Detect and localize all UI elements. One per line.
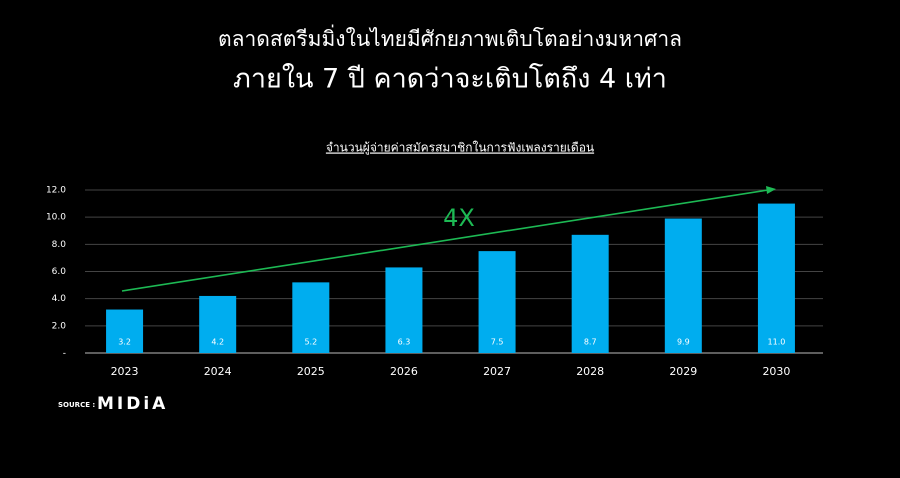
y-tick-label: -	[63, 349, 66, 359]
bar	[199, 295, 237, 353]
x-tick-label: 2026	[390, 365, 418, 378]
y-tick-label: 12.0	[46, 186, 66, 196]
trend-arrow	[121, 189, 769, 292]
x-tick-label: 2025	[297, 365, 325, 378]
x-tick-label: 2023	[111, 365, 139, 378]
chart-caption: จำนวนผู้จ่ายค่าสมัครสมาชิกในการฟังเพลงรา…	[326, 141, 594, 156]
x-tick-label: 2029	[669, 365, 697, 378]
bar	[292, 282, 330, 353]
x-tick-label: 2028	[576, 365, 604, 378]
x-tick-label: 2030	[762, 365, 790, 378]
title: ตลาดสตรีมมิ่งในไทยมีศักยภาพเติบโตอย่างมห…	[218, 24, 682, 51]
y-tick-label: 8.0	[52, 240, 67, 250]
bar	[664, 218, 702, 353]
y-tick-label: 2.0	[52, 321, 67, 331]
value-label: 5.2	[304, 338, 317, 347]
value-label: 7.5	[491, 338, 504, 347]
x-tick-label: 2027	[483, 365, 511, 378]
arrow-head	[766, 186, 776, 194]
annotation: 4X	[443, 204, 475, 232]
subtitle: ภายใน 7 ปี คาดว่าจะเติบโตถึง 4 เท่า	[233, 63, 667, 95]
bar	[106, 309, 144, 353]
y-tick-label: 4.0	[52, 294, 67, 304]
bar	[385, 267, 423, 353]
source-name: MIDiA	[97, 394, 168, 414]
bar	[757, 203, 795, 353]
value-label: 8.7	[584, 338, 597, 347]
bar	[478, 251, 516, 353]
value-label: 11.0	[768, 338, 786, 347]
y-tick-label: 6.0	[52, 267, 67, 277]
x-tick-label: 2024	[204, 365, 232, 378]
value-label: 3.2	[118, 338, 131, 347]
plot: - 2.0 4.0 6.0 8.0 10.0 12.0 2023 3.2 2024 4.2 2025 5…	[46, 186, 823, 378]
value-label: 9.9	[677, 338, 690, 347]
value-label: 4.2	[211, 338, 224, 347]
value-label: 6.3	[398, 338, 411, 347]
source-label: SOURCE :	[58, 401, 95, 409]
y-tick-label: 10.0	[46, 213, 66, 223]
bar	[571, 234, 609, 353]
